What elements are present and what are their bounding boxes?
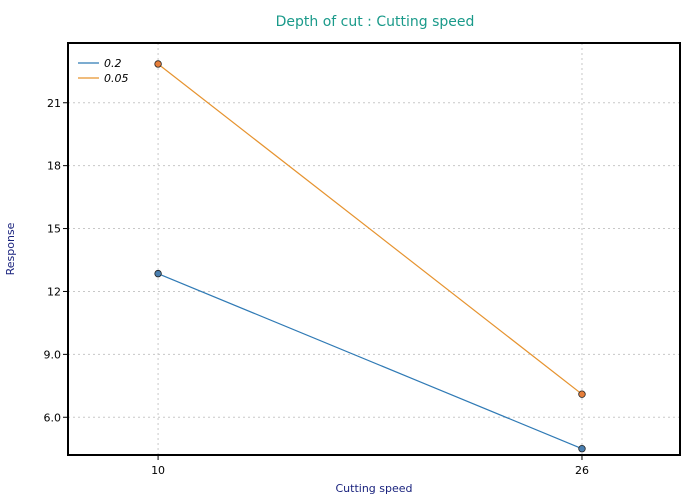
y-tick-label: 6.0 (44, 411, 62, 424)
series-layer (154, 60, 586, 453)
legend: 0.2 0.05 (78, 57, 129, 85)
data-point (578, 445, 586, 453)
data-point (154, 60, 162, 68)
series-line (157, 273, 583, 450)
legend-label: 0.2 (104, 57, 122, 70)
y-axis-label: Response (4, 222, 17, 275)
series-2 (154, 60, 586, 398)
plot-area-frame (67, 42, 681, 456)
data-point (154, 269, 162, 278)
y-tick-label: 21 (47, 97, 61, 110)
x-axis-label: Cutting speed (335, 482, 412, 495)
y-tick-label: 18 (47, 160, 61, 173)
y-tick-label: 9.0 (44, 348, 62, 361)
y-axis: 6.0 9.0 12 15 18 21 (44, 97, 68, 424)
legend-label: 0.05 (104, 72, 129, 85)
x-axis: 10 26 (151, 455, 589, 477)
grid (68, 43, 680, 455)
series-1 (154, 269, 586, 453)
x-tick-label: 26 (575, 464, 589, 477)
data-point (578, 390, 586, 398)
chart-title: Depth of cut : Cutting speed (276, 14, 475, 30)
series-line (157, 63, 583, 395)
x-tick-label: 10 (151, 464, 165, 477)
y-tick-label: 15 (47, 223, 61, 236)
y-tick-label: 12 (47, 285, 61, 298)
